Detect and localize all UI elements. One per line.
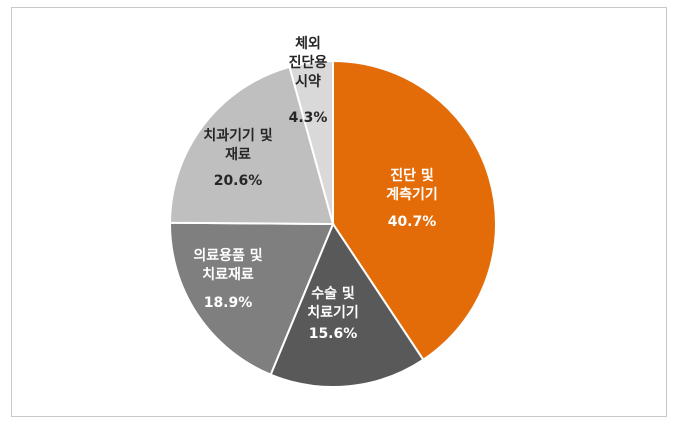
slice-percent-2: 18.9%	[204, 295, 253, 311]
slice-label-line: 치과기기 및	[203, 127, 272, 144]
pie-slice-4	[288, 59, 334, 225]
slice-label-line: 진단용	[289, 54, 328, 71]
pie-slice-3	[169, 65, 335, 226]
slice-percent-4: 4.3%	[289, 110, 328, 126]
slice-percent-3: 20.6%	[214, 173, 263, 189]
pie-slices	[169, 59, 497, 388]
slice-label-line: 치료기기	[307, 305, 359, 321]
slice-label-line: 수술 및	[311, 285, 355, 302]
slice-label-line: 재료	[225, 147, 251, 163]
slice-label-line: 의료용품 및	[193, 247, 262, 264]
slice-label-line: 계측기기	[386, 187, 438, 203]
pie-slice-2	[169, 221, 335, 376]
slice-label-line: 체외	[295, 35, 321, 52]
slice-percent-1: 15.6%	[309, 326, 358, 342]
pie-slice-1	[269, 221, 425, 388]
slice-percent-0: 40.7%	[388, 214, 437, 230]
slice-label-line: 진단 및	[390, 167, 434, 184]
slice-label-line: 시약	[295, 73, 321, 90]
slice-label-line: 치료재료	[202, 267, 254, 283]
